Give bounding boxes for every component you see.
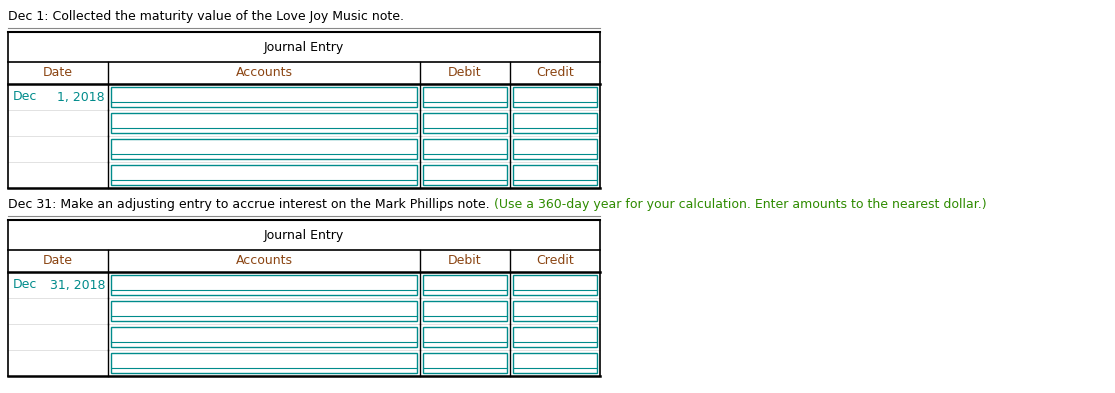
Bar xyxy=(423,275,507,295)
Text: Date: Date xyxy=(43,66,72,79)
Text: 1, 2018: 1, 2018 xyxy=(57,90,105,103)
Text: Dec: Dec xyxy=(13,279,38,292)
Bar xyxy=(423,353,507,373)
Text: 31, 2018: 31, 2018 xyxy=(49,279,105,292)
Bar xyxy=(513,87,597,107)
Bar xyxy=(112,301,417,321)
Bar xyxy=(112,327,417,347)
Text: Date: Date xyxy=(43,255,72,268)
Bar xyxy=(513,113,597,133)
Bar xyxy=(513,301,597,321)
Bar xyxy=(112,113,417,133)
Text: Journal Entry: Journal Entry xyxy=(264,228,345,242)
Text: Journal Entry: Journal Entry xyxy=(264,40,345,53)
Bar xyxy=(513,165,597,185)
Bar xyxy=(423,301,507,321)
Bar xyxy=(423,327,507,347)
Bar xyxy=(112,87,417,107)
Bar xyxy=(513,353,597,373)
Text: Debit: Debit xyxy=(448,66,482,79)
Bar xyxy=(423,165,507,185)
Bar xyxy=(513,139,597,159)
Text: Credit: Credit xyxy=(536,255,574,268)
Text: Dec 31: Make an adjusting entry to accrue interest on the Mark Phillips note.: Dec 31: Make an adjusting entry to accru… xyxy=(8,198,494,211)
Bar xyxy=(112,275,417,295)
Text: Credit: Credit xyxy=(536,66,574,79)
Text: Accounts: Accounts xyxy=(235,255,292,268)
Bar xyxy=(423,87,507,107)
Bar xyxy=(112,165,417,185)
Bar xyxy=(423,113,507,133)
Text: (Use a 360-day year for your calculation. Enter amounts to the nearest dollar.): (Use a 360-day year for your calculation… xyxy=(494,198,987,211)
Text: Dec 1: Collected the maturity value of the Love Joy Music note.: Dec 1: Collected the maturity value of t… xyxy=(8,10,404,23)
Text: Dec: Dec xyxy=(13,90,38,103)
Bar xyxy=(112,353,417,373)
Bar xyxy=(513,327,597,347)
Text: Debit: Debit xyxy=(448,255,482,268)
Bar xyxy=(513,275,597,295)
Bar xyxy=(423,139,507,159)
Bar xyxy=(112,139,417,159)
Text: Accounts: Accounts xyxy=(235,66,292,79)
